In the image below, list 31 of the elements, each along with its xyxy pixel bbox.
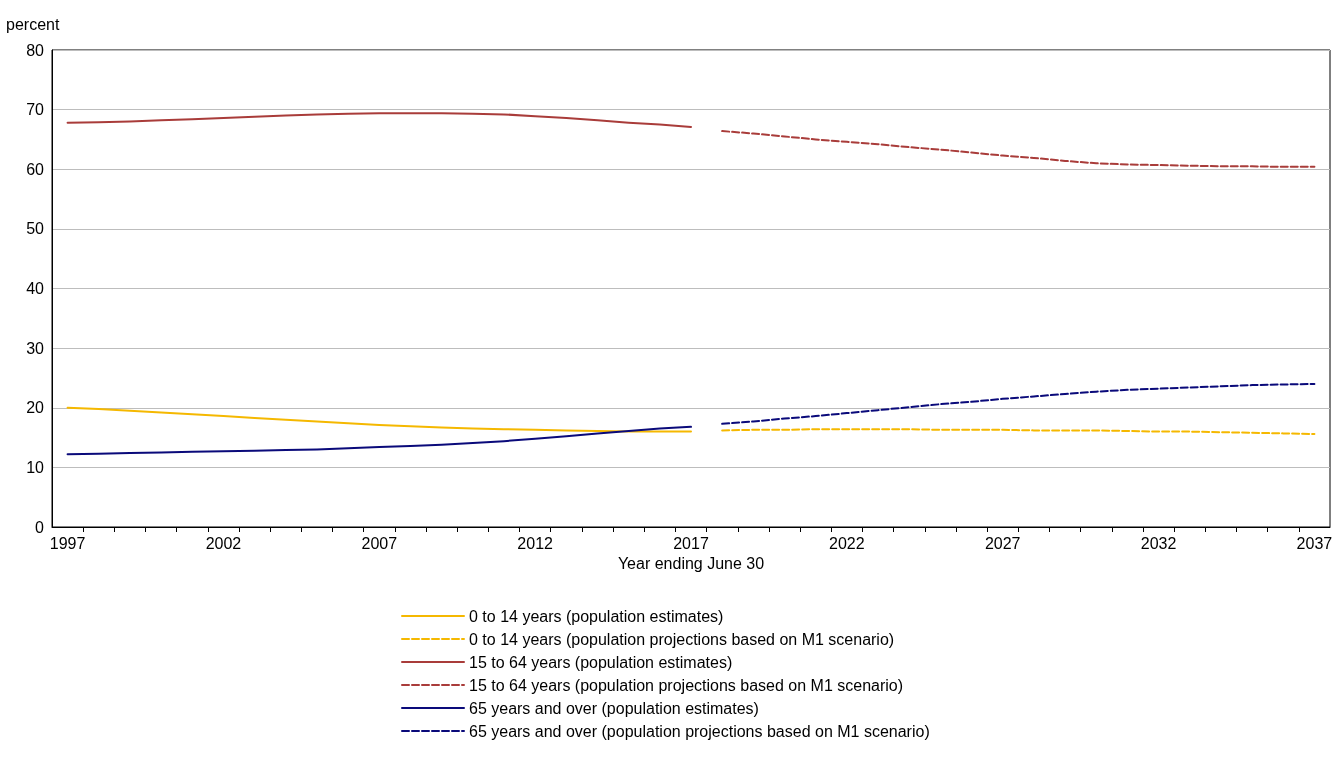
x-tick-label: 1997 — [49, 534, 86, 552]
y-tick-label: 70 — [26, 101, 45, 119]
x-tick-label: 2027 — [984, 534, 1021, 552]
y-tick-label: 30 — [26, 339, 45, 357]
x-tick-label: 2002 — [205, 534, 242, 552]
y-tick-label: 40 — [26, 280, 45, 297]
x-axis-title: Year ending June 30 — [617, 555, 765, 573]
line-series — [66, 406, 692, 433]
line-series — [66, 425, 692, 456]
legend-label: 65 years and over (population projections based on M1 scenario) — [469, 722, 930, 740]
x-tick-label: 2022 — [829, 534, 865, 552]
y-tick-label: 50 — [26, 220, 45, 238]
x-tick-label: 2037 — [1296, 534, 1333, 552]
x-tick-label: 2007 — [361, 534, 398, 552]
y-tick-label: 60 — [26, 160, 45, 178]
legend-label: 15 to 64 years (population estimates) — [469, 653, 733, 671]
x-tick-label: 2017 — [673, 534, 709, 552]
x-tick-label: 2012 — [517, 534, 554, 552]
line-series — [721, 382, 1316, 425]
legend-label: 15 to 64 years (population projections based on M1 scenario) — [469, 676, 904, 694]
y-tick-label: 10 — [26, 458, 45, 476]
y-tick-label: 20 — [26, 399, 45, 417]
legend-label: 0 to 14 years (population projections based on M1 scenario) — [469, 630, 895, 648]
line-series — [66, 112, 692, 128]
y-tick-label: 0 — [35, 518, 45, 536]
x-tick-label: 2032 — [1140, 534, 1177, 552]
legend-label: 65 years and over (population estimates) — [469, 699, 759, 717]
y-axis-title: percent — [6, 15, 60, 33]
y-tick-label: 80 — [26, 41, 45, 59]
legend-label: 0 to 14 years (population estimates) — [469, 607, 724, 625]
line-series — [721, 130, 1316, 168]
